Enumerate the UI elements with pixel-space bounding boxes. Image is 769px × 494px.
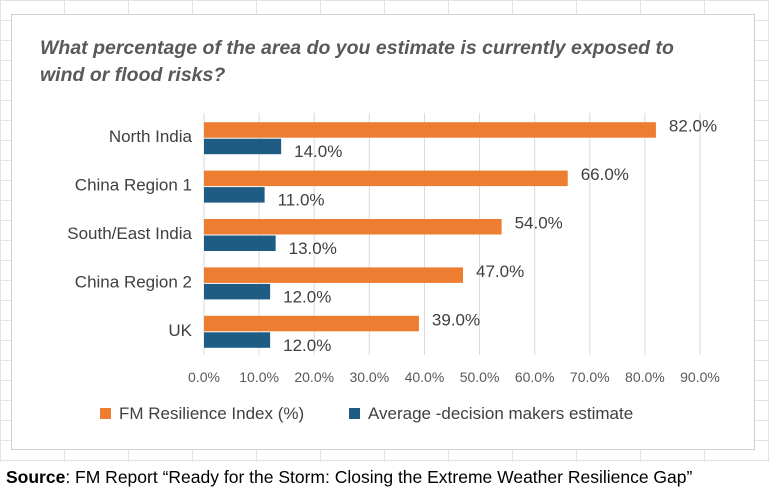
bar-resilience-index <box>204 122 656 138</box>
x-tick-label: 90.0% <box>680 369 720 385</box>
data-label: 12.0% <box>283 287 331 306</box>
bar-resilience-index <box>204 267 464 283</box>
legend-swatch-resilience-index <box>100 408 111 419</box>
x-tick-label: 70.0% <box>570 369 610 385</box>
source-citation: Source: FM Report “Ready for the Storm: … <box>6 467 766 488</box>
bar-resilience-index <box>204 315 419 332</box>
category-label: South/East India <box>67 224 192 243</box>
x-tick-label: 80.0% <box>625 369 665 385</box>
data-label: 66.0% <box>581 165 629 184</box>
x-tick-label: 40.0% <box>405 369 445 385</box>
data-label: 47.0% <box>476 262 524 281</box>
source-label: Source <box>6 467 66 487</box>
data-label: 13.0% <box>289 239 337 258</box>
bar-decision-makers-estimate <box>204 187 265 203</box>
bar-decision-makers-estimate <box>204 332 271 348</box>
bar-chart: 0.0% 10.0% 20.0% 30.0% 40.0% 50.0% 60.0% 70.0% 8… <box>67 113 720 423</box>
x-tick-label: 20.0% <box>294 369 334 385</box>
bar-decision-makers-estimate <box>204 283 271 300</box>
bar-resilience-index <box>204 170 568 187</box>
data-label: 14.0% <box>294 142 342 161</box>
bar-decision-makers-estimate <box>204 138 282 155</box>
data-label: 11.0% <box>278 191 325 210</box>
category-label: China Region 1 <box>75 176 192 195</box>
category-label: North India <box>109 127 193 146</box>
x-tick-label: 30.0% <box>349 369 389 385</box>
data-label: 12.0% <box>283 336 331 355</box>
x-tick-label: 0.0% <box>188 369 220 385</box>
x-tick-label: 10.0% <box>239 369 279 385</box>
x-tick-label: 60.0% <box>515 369 555 385</box>
data-label: 54.0% <box>515 214 563 233</box>
chart-title: What percentage of the area do you estim… <box>40 37 674 86</box>
legend-label-resilience-index: FM Resilience Index (%) <box>119 404 304 423</box>
category-label: UK <box>168 321 192 340</box>
data-label: 39.0% <box>432 310 480 329</box>
chart-container[interactable]: What percentage of the area do you estim… <box>11 14 755 450</box>
legend-label-decision-makers: Average -decision makers estimate <box>368 404 633 423</box>
data-label: 82.0% <box>669 117 717 136</box>
bar-decision-makers-estimate <box>204 235 276 251</box>
x-tick-label: 50.0% <box>460 369 500 385</box>
legend-swatch-decision-makers <box>349 408 360 419</box>
source-text: : FM Report “Ready for the Storm: Closin… <box>65 467 693 487</box>
bar-resilience-index <box>204 219 502 235</box>
category-label: China Region 2 <box>75 272 192 291</box>
